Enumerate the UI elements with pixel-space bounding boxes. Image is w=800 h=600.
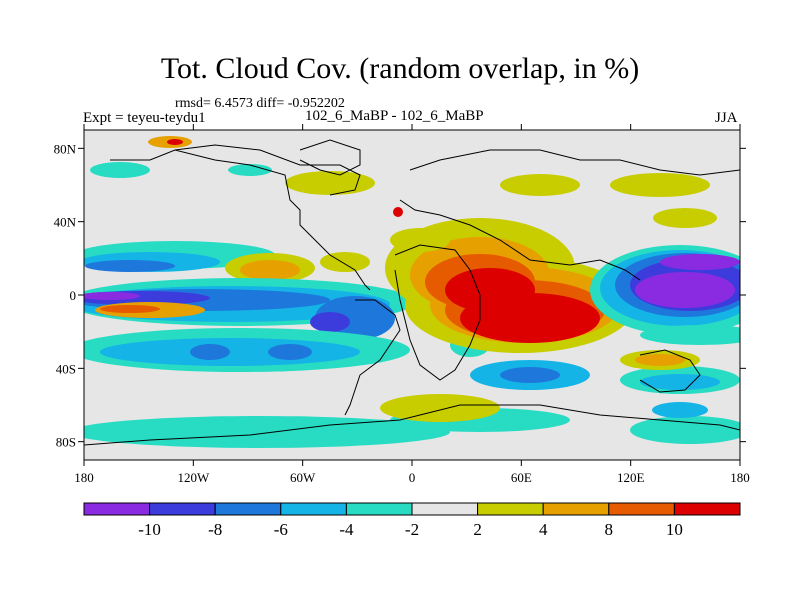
y-tick-label: 0 (70, 288, 77, 303)
map-plot-area (84, 130, 740, 460)
coastline-europe-asia-south (399, 199, 641, 281)
y-tick-label: 40N (54, 215, 77, 230)
colorbar-swatch (149, 502, 216, 516)
y-axis: 80N 40N 0 40S 80S (54, 141, 746, 450)
coastline-eurasia (409, 149, 740, 176)
field-northern-patches (90, 136, 717, 228)
field-indian-ocean-positive (385, 218, 700, 370)
field-southern-ocean (84, 394, 740, 448)
colorbar-swatch (214, 502, 282, 516)
experiment-label: Expt = teyeu-teydu1 (83, 110, 206, 126)
field-subtropical-bands (84, 241, 370, 283)
coastline-africa (394, 244, 481, 381)
x-tick-label: 120W (177, 470, 210, 485)
colorbar-label: 10 (666, 520, 683, 539)
coastlines (84, 139, 740, 446)
coastline-greenland (299, 139, 361, 176)
x-tick-label: 0 (409, 470, 416, 485)
colorbar-swatch (345, 502, 413, 516)
x-tick-label: 180 (74, 470, 94, 485)
coastline-canada-arctic (174, 144, 361, 196)
coastline-australia (639, 349, 701, 393)
colorbar-swatch (608, 502, 675, 516)
colorbar-label: 4 (539, 520, 548, 539)
season-label: JJA (715, 110, 738, 126)
colorbar: -10 -8 -6 -4 -2 2 4 8 10 (83, 502, 741, 539)
coastline-antarctica (84, 404, 740, 446)
colorbar-label: -8 (208, 520, 222, 539)
field-southern-mid (84, 328, 740, 394)
x-axis: 180 120W 60W 0 60E 120E 180 (74, 124, 750, 485)
y-tick-label: 40S (56, 361, 76, 376)
colorbar-swatch (673, 502, 741, 516)
x-tick-label: 120E (617, 470, 645, 485)
field-equatorial-west (84, 278, 415, 340)
y-tick-label: 80S (56, 435, 76, 450)
plot-title: Tot. Cloud Cov. (random overlap, in %) (160, 52, 640, 85)
colorbar-label: -6 (274, 520, 288, 539)
colorbar-label: -4 (339, 520, 354, 539)
colorbar-swatch (411, 502, 479, 516)
colorbar-swatch (83, 502, 151, 516)
colorbar-label: 8 (605, 520, 614, 539)
x-tick-label: 180 (730, 470, 750, 485)
stats-label: rmsd= 6.4573 diff= -0.952202 (175, 96, 345, 111)
colorbar-label: -10 (138, 520, 161, 539)
colorbar-swatch (477, 502, 544, 516)
coastline-south-america (344, 299, 401, 416)
colorbar-swatch (280, 502, 347, 516)
colorbar-label: 2 (473, 520, 482, 539)
field-west-pacific-negative (590, 245, 740, 345)
period-label: 102_6_MaBP - 102_6_MaBP (305, 108, 484, 124)
colorbar-label: -2 (405, 520, 419, 539)
coastline-north-america (110, 149, 371, 291)
x-tick-label: 60W (290, 470, 316, 485)
colorbar-swatch (542, 502, 610, 516)
x-tick-label: 60E (511, 470, 532, 485)
y-tick-label: 80N (54, 141, 77, 156)
